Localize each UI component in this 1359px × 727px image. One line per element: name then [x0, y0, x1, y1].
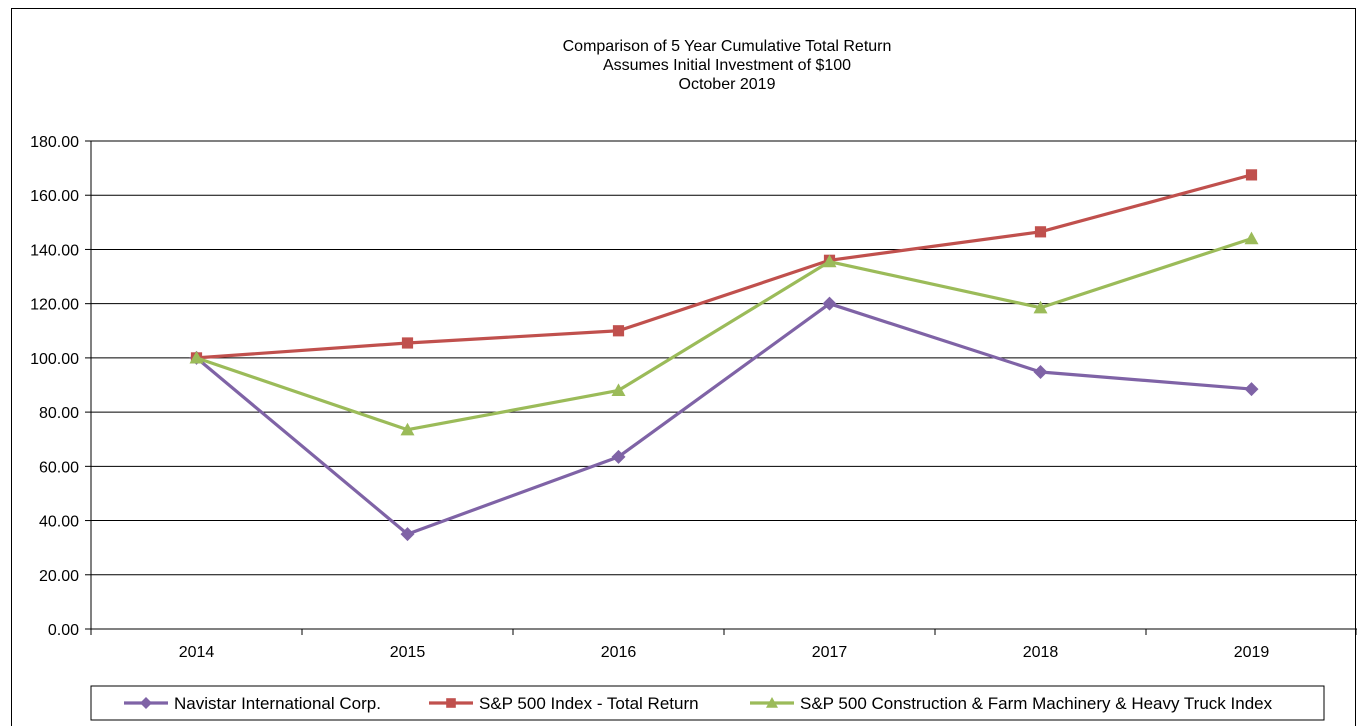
y-tick-label: 80.00: [39, 405, 79, 422]
legend-label: S&P 500 Construction & Farm Machinery & …: [800, 694, 1273, 713]
grid-lines: [91, 140, 1357, 576]
legend-label: Navistar International Corp.: [174, 694, 381, 713]
y-tick-label: 60.00: [39, 459, 79, 476]
legend-entry-1: Navistar International Corp.: [124, 694, 381, 713]
y-tick-label: 140.00: [30, 242, 79, 259]
data-point-square: [446, 698, 456, 708]
axes: [85, 140, 1357, 635]
series-line: [195, 302, 1252, 536]
data-point-triangle: [1033, 300, 1048, 314]
data-point-diamond: [140, 697, 152, 709]
x-tick-label: 2014: [179, 644, 215, 661]
series-line: [195, 237, 1252, 432]
data-point-square: [1245, 169, 1258, 181]
data-point-triangle: [611, 383, 626, 397]
legend-entry-2: S&P 500 Index - Total Return: [429, 694, 699, 713]
y-tick-label: 100.00: [30, 351, 79, 368]
legend-label: S&P 500 Index - Total Return: [479, 694, 699, 713]
data-point-diamond: [1244, 382, 1259, 397]
data-point-square: [401, 337, 414, 349]
data-point-diamond: [400, 527, 415, 542]
data-point-triangle: [189, 350, 204, 364]
x-tick-label: 2015: [390, 644, 426, 661]
x-tick-label: 2016: [601, 644, 637, 661]
data-point-diamond: [822, 296, 837, 311]
legend: Navistar International Corp. S&P 500 Inde…: [90, 685, 1325, 721]
chart-title: Comparison of 5 Year Cumulative Total Re…: [563, 38, 892, 93]
y-axis-tick-labels: 0.00 20.00 40.00 60.00 80.00 100.00 120.00 140.…: [30, 134, 79, 639]
series-line: [196, 173, 1252, 360]
series-2: [190, 169, 1258, 364]
y-tick-label: 120.00: [30, 297, 79, 314]
data-point-square: [1034, 226, 1047, 238]
data-point-triangle: [822, 254, 837, 268]
chart-title-line-2: Assumes Initial Investment of $100: [603, 57, 851, 74]
data-point-triangle: [400, 422, 415, 436]
data-point-square: [612, 325, 625, 337]
line-chart: Comparison of 5 Year Cumulative Total Re…: [30, 38, 1357, 721]
series-1: [189, 296, 1259, 542]
y-tick-label: 180.00: [30, 134, 79, 151]
data-point-diamond: [1033, 364, 1048, 379]
chart-title-line-3: October 2019: [679, 76, 776, 93]
x-tick-label: 2018: [1023, 644, 1059, 661]
x-tick-label: 2017: [812, 644, 848, 661]
chart-frame: Comparison of 5 Year Cumulative Total Re…: [11, 8, 1357, 726]
data-point-triangle: [766, 697, 778, 708]
x-axis-tick-labels: 2014 2015 2016 2017 2018 2019: [179, 644, 1270, 661]
y-tick-label: 40.00: [39, 514, 79, 531]
y-tick-label: 20.00: [39, 568, 79, 585]
y-tick-label: 0.00: [48, 622, 79, 639]
x-tick-label: 2019: [1234, 644, 1270, 661]
data-point-triangle: [1244, 231, 1259, 245]
data-series: [189, 169, 1259, 542]
data-point-diamond: [611, 449, 626, 464]
chart-title-line-1: Comparison of 5 Year Cumulative Total Re…: [563, 38, 892, 55]
series-3: [189, 231, 1259, 436]
y-tick-label: 160.00: [30, 188, 79, 205]
legend-box: [90, 685, 1325, 721]
legend-entry-3: S&P 500 Construction & Farm Machinery & …: [750, 694, 1273, 713]
